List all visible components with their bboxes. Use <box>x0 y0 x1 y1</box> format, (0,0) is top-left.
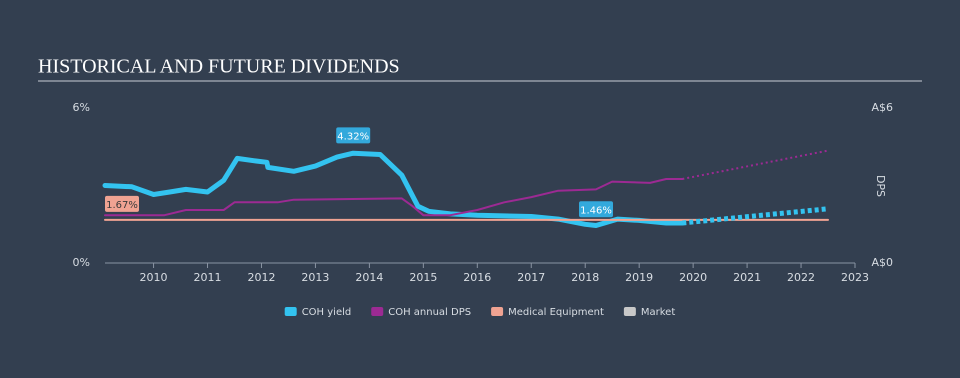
y-tick-label: 6% <box>73 101 90 114</box>
legend-label: COH yield <box>302 307 352 318</box>
annotation: 1.46% <box>579 201 614 218</box>
y-tick-label: 0% <box>73 256 90 269</box>
x-tick-label: 2010 <box>140 271 168 284</box>
chart-title: HISTORICAL AND FUTURE DIVIDENDS <box>38 56 400 78</box>
annotation: 4.32% <box>336 127 371 144</box>
y2-axis-label: DPS <box>874 175 887 197</box>
x-tick-label: 2011 <box>194 271 222 284</box>
x-tick-label: 2012 <box>247 271 275 284</box>
forecast-line <box>682 206 829 226</box>
x-tick-label: 2017 <box>517 271 545 284</box>
annotation-label: 4.32% <box>337 131 369 142</box>
legend-label: Medical Equipment <box>508 307 604 318</box>
annotation: 1.67% <box>105 195 139 212</box>
x-tick-label: 2019 <box>625 271 653 284</box>
annotation-box <box>105 195 139 212</box>
legend-swatch <box>491 307 504 316</box>
x-tick-label: 2022 <box>787 271 815 284</box>
legend-swatch <box>371 307 384 316</box>
legend-swatch <box>284 307 297 316</box>
annotation-label: 1.67% <box>106 200 138 211</box>
x-tick-label: 2021 <box>733 271 761 284</box>
y2-tick-label: A$6 <box>871 101 893 114</box>
x-tick-label: 2015 <box>409 271 437 284</box>
legend-swatch <box>623 307 636 316</box>
annotation-box <box>579 201 614 218</box>
annotation-box <box>336 127 371 144</box>
x-tick-label: 2016 <box>463 271 491 284</box>
legend: COH yield COH annual DPS Medical Equipment… <box>284 307 675 318</box>
legend-label: COH annual DPS <box>388 307 471 318</box>
annotation-label: 1.46% <box>580 205 612 216</box>
legend-label: Market <box>641 307 675 318</box>
x-tick-label: 2018 <box>571 271 599 284</box>
series-line <box>102 150 685 228</box>
y2-tick-label: A$0 <box>871 256 893 269</box>
x-tick-label: 2020 <box>679 271 707 284</box>
x-tick-label: 2023 <box>841 271 869 284</box>
x-tick-label: 2014 <box>355 271 383 284</box>
series-line <box>104 178 684 217</box>
x-tick-label: 2013 <box>301 271 329 284</box>
